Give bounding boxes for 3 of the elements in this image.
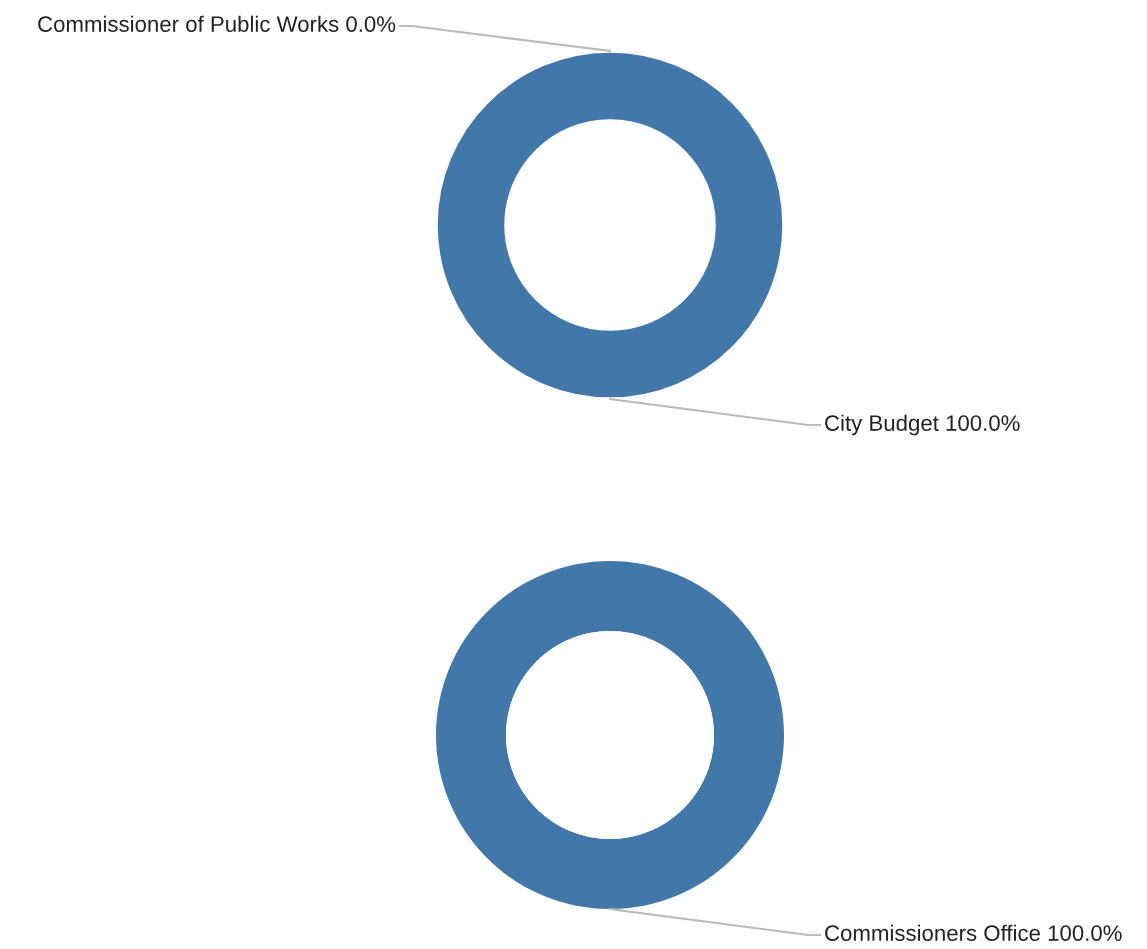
slice-label: Commissioners Office 100.0% [825,924,1122,941]
category-label: Commissioner of Public Works 0.0% [38,15,396,32]
slice-label: City Budget 100.0% [825,414,1020,436]
